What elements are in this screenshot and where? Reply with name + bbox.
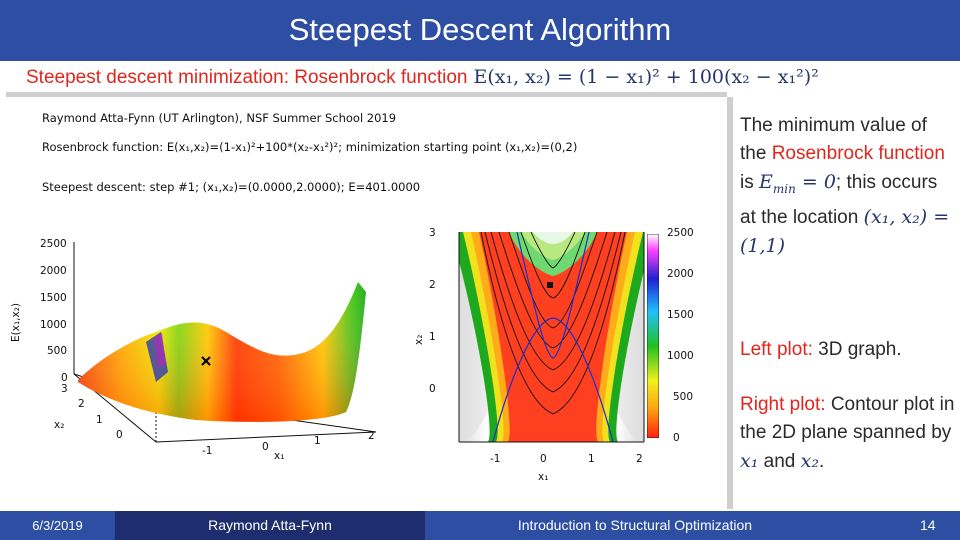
x-tick-label: 2 [368, 430, 375, 442]
sidebar-text: ; this occurs at the location [740, 172, 938, 228]
contour-fill-group [459, 232, 644, 442]
contour-blue-line [492, 232, 614, 442]
y-tick-label: 0 [116, 429, 123, 441]
colorbar-tick: 500 [673, 391, 694, 403]
surface-plot-3d [73, 242, 377, 443]
z-tick-label: 2500 [40, 238, 67, 250]
contour-y-tick: 3 [429, 227, 436, 239]
contour-y-tick: 2 [429, 279, 436, 291]
contour-y-label: x₂ [413, 334, 425, 345]
sidebar-text: Contour plot in the 2D plane spanned by [740, 394, 955, 443]
z-tick-label: 1000 [40, 319, 67, 331]
z-tick-label: 0 [61, 372, 68, 384]
figure-border-right [727, 97, 733, 509]
y-axis-label: x₂ [54, 419, 65, 431]
title-bar: Steepest Descent Algorithm [0, 0, 960, 61]
sidebar-text: is [740, 172, 759, 193]
contour-x-label: x₁ [538, 471, 549, 483]
contour-marker [547, 282, 553, 288]
figure-header-line2: Rosenbrock function: E(x₁,x₂)=(1-x₁)²+10… [42, 140, 578, 154]
x-tick-label: 0 [262, 441, 269, 453]
z-tick-label: 500 [47, 345, 68, 357]
colorbar-tick: 2000 [667, 268, 694, 280]
sidebar-math-location: (x₁, x₂) = (1,1) [740, 205, 950, 257]
colorbar-tick: 1500 [667, 309, 694, 321]
contour-x-tick: 2 [636, 453, 643, 465]
sidebar-text: 3D graph. [812, 339, 902, 360]
slide-title: Steepest Descent Algorithm [288, 12, 672, 47]
contour-y-tick: 0 [429, 383, 436, 395]
colorbar-tick: 1000 [667, 350, 694, 362]
sidebar-highlight: Left plot: [740, 339, 813, 360]
contour-lines [480, 232, 626, 415]
contour-plot [458, 232, 645, 443]
sidebar-highlight: Rosenbrock function [771, 143, 945, 164]
footer-date: 6/3/2019 [32, 518, 83, 533]
sidebar-paragraph-right-plot: Right plot: Contour plot in the 2D plane… [740, 391, 955, 476]
contour-x-tick: 1 [588, 453, 595, 465]
x-axis-line [155, 431, 377, 443]
figure-panel: Raymond Atta-Fynn (UT Arlington), NSF Su… [6, 97, 727, 509]
surface-marker [201, 356, 211, 366]
subtitle-text: Steepest descent minimization: Rosenbroc… [26, 67, 468, 88]
figure-header-line1: Raymond Atta-Fynn (UT Arlington), NSF Su… [42, 111, 397, 125]
colorbar-tick: 2500 [667, 227, 694, 239]
x-tick-label: 1 [314, 435, 321, 447]
x-tick-label: -1 [202, 445, 213, 457]
y-tick-label: 1 [96, 414, 103, 426]
contour-x-tick: 0 [540, 453, 547, 465]
y-tick-label: 3 [61, 383, 68, 395]
sidebar-text: The minimum value of the [740, 115, 927, 164]
sidebar-math-emin: Emin = 0 [759, 171, 836, 196]
math-symbol: E [759, 171, 773, 193]
surface-shading [78, 282, 366, 422]
sidebar-text: . [818, 451, 825, 472]
sidebar-paragraph-minimum: The minimum value of the Rosenbrock func… [740, 112, 955, 261]
sidebar-highlight: Right plot: [740, 394, 826, 415]
surface-magenta-ridge [154, 333, 166, 368]
colorbar-tick: 0 [673, 432, 680, 444]
figure-border-top [6, 92, 727, 98]
sidebar-paragraph-left-plot: Left plot: 3D graph. [740, 336, 955, 364]
subtitle-equation: E(x₁, x₂) = (1 − x₁)² + 100(x₂ − x₁²)² [473, 66, 819, 88]
z-tick-label: 1500 [40, 292, 67, 304]
contour-x-tick: -1 [490, 453, 501, 465]
slide-subtitle: Steepest descent minimization: Rosenbroc… [26, 66, 819, 89]
footer-author: Raymond Atta-Fynn [115, 511, 425, 540]
z-axis-label: E(x₁,x₂) [10, 302, 22, 342]
sidebar-text: and [758, 451, 801, 472]
footer-page-number: 14 [920, 517, 936, 533]
sidebar-math-x1: x₁ [740, 450, 759, 472]
figure-header-line3: Steepest descent: step #1; (x₁,x₂)=(0.00… [42, 180, 421, 194]
sidebar-math-x2: x₂ [800, 450, 819, 472]
y-tick-label: 2 [78, 398, 85, 410]
contour-y-tick: 1 [429, 331, 436, 343]
math-rest: = 0 [795, 171, 836, 193]
colorbar [647, 234, 659, 438]
footer-course: Introduction to Structural Optimization [517, 517, 753, 533]
x-axis-label: x₁ [274, 450, 285, 462]
z-tick-label: 2000 [40, 265, 67, 277]
math-subscript: min [772, 181, 796, 196]
